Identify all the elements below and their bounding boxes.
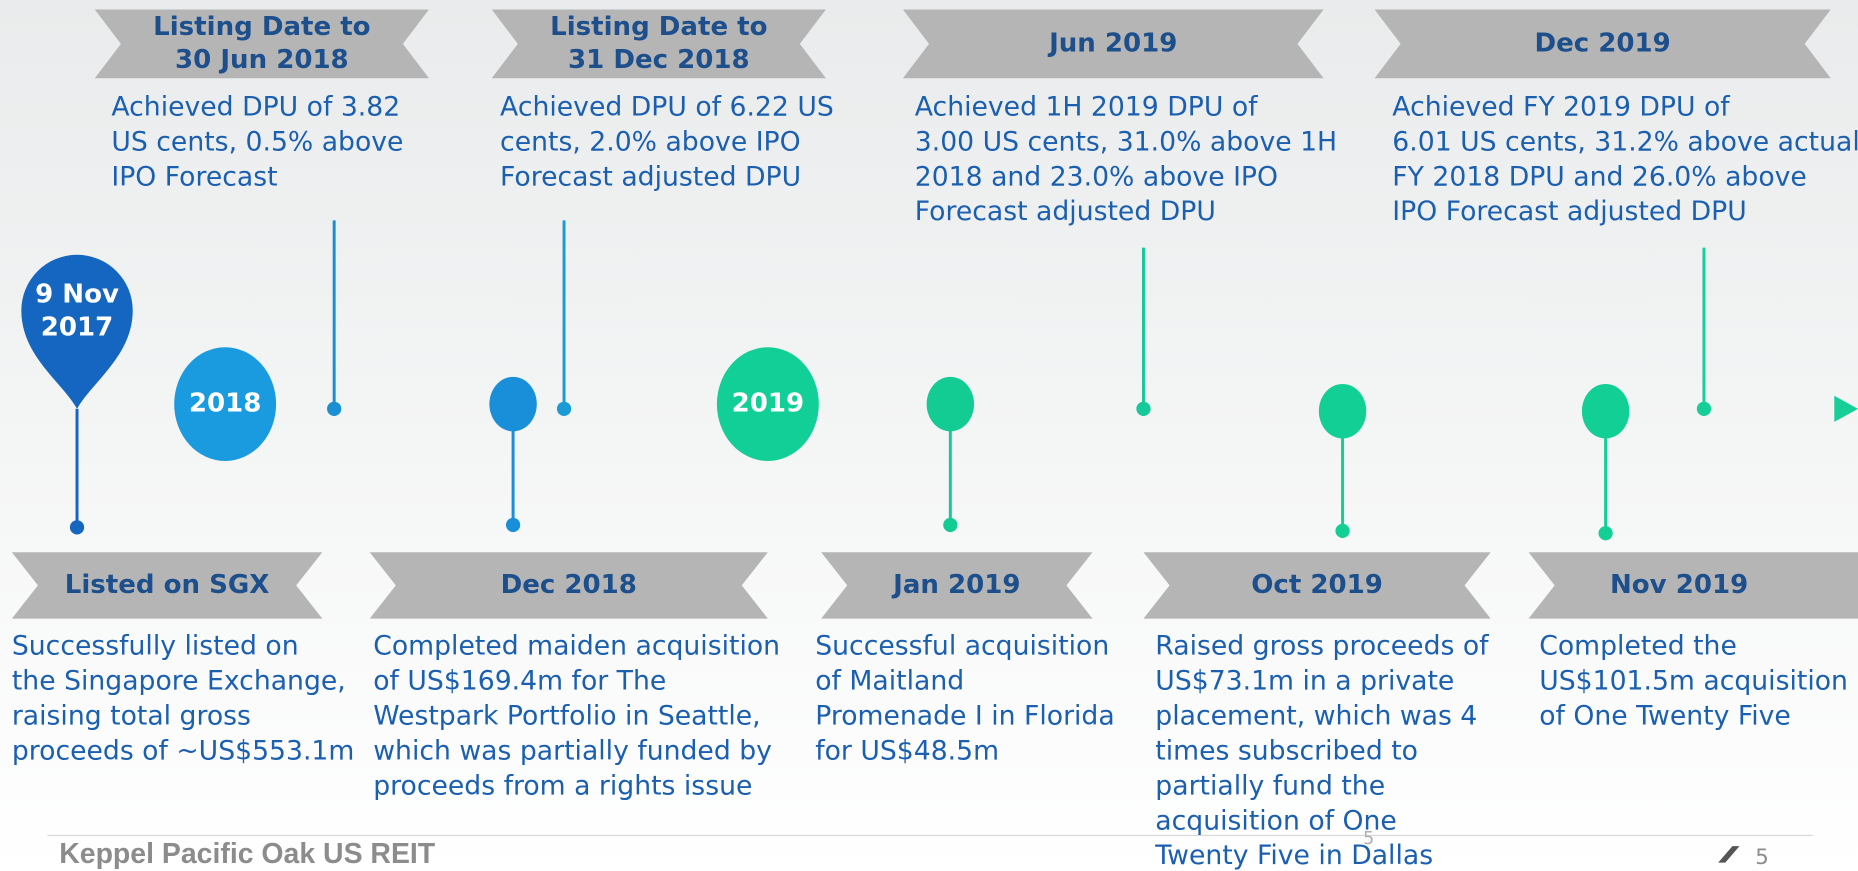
event-text: Successfully listed on [12, 631, 299, 662]
event-text: Promenade I in Florida [815, 700, 1114, 731]
event-text: US$73.1m in a private [1155, 665, 1454, 696]
event-heading: Listing Date to [550, 12, 767, 42]
event-text: IPO Forecast adjusted DPU [1392, 196, 1746, 227]
event-text: acquisition of One [1155, 805, 1396, 836]
start-label: 2017 [41, 313, 114, 343]
event-node [1582, 384, 1629, 439]
event-text: placement, which was 4 [1155, 700, 1477, 731]
year-label: 2018 [189, 389, 261, 419]
year-label: 2019 [732, 389, 805, 419]
brand: Keppel Pacific Oak US REIT [59, 838, 436, 870]
event-heading: Jan 2019 [891, 570, 1020, 600]
event-text: FY 2018 DPU and 26.0% above [1392, 161, 1807, 192]
event-text: Twenty Five in Dallas [1154, 840, 1433, 871]
event-text: for US$48.5m [815, 735, 999, 766]
event-text: the Singapore Exchange, [12, 665, 346, 696]
event-text: of US$169.4m for The [373, 665, 666, 696]
event-heading: Dec 2019 [1534, 28, 1670, 58]
event-text: Achieved DPU of 3.82 [111, 91, 400, 122]
event-heading: 31 Dec 2018 [568, 45, 750, 75]
pin-dot [506, 518, 520, 532]
event-text: raising total gross [12, 700, 251, 731]
event-text: Forecast adjusted DPU [500, 161, 801, 192]
event-node [927, 377, 974, 432]
pin-dot [557, 402, 571, 416]
pin-dot [1598, 526, 1612, 540]
event-text: Forecast adjusted DPU [915, 196, 1216, 227]
event-text: cents, 2.0% above IPO [500, 126, 801, 157]
event-text: 3.00 US cents, 31.0% above 1H [915, 126, 1337, 157]
pin-dot [1697, 402, 1711, 416]
start-label: 9 Nov [35, 280, 119, 310]
pin-dot [70, 520, 84, 534]
event-text: Westpark Portfolio in Seattle, [373, 700, 760, 731]
event-text: US cents, 0.5% above [111, 126, 403, 157]
pin-dot [327, 402, 341, 416]
pin-dot [1335, 524, 1349, 538]
event-heading: Dec 2018 [501, 570, 637, 600]
event-text: Successful acquisition [815, 631, 1109, 662]
event-text: of Maitland [815, 665, 964, 696]
pin-dot [943, 518, 957, 532]
event-heading: Jun 2019 [1047, 28, 1177, 58]
page-number: 5 [1755, 845, 1769, 870]
pin-dot [1136, 402, 1150, 416]
event-heading: Listed on SGX [65, 570, 270, 600]
event-heading: Listing Date to [153, 12, 370, 42]
event-heading: 30 Jun 2018 [175, 45, 349, 75]
event-node [1319, 384, 1366, 439]
event-heading: Oct 2019 [1251, 570, 1383, 600]
page: {"start": {"label": ["9 Nov", "2017"]}, … [0, 0, 1858, 871]
event-text: Achieved 1H 2019 DPU of [915, 91, 1258, 122]
event-text: proceeds of ~US$553.1m [12, 735, 355, 766]
event-text: Achieved FY 2019 DPU of [1392, 91, 1730, 122]
event-text: 2018 and 23.0% above IPO [915, 161, 1278, 192]
event-heading: Nov 2019 [1610, 570, 1748, 600]
event-text: partially fund the [1155, 770, 1385, 801]
event-text: Achieved DPU of 6.22 US [500, 91, 834, 122]
event-text: US$101.5m acquisition [1539, 665, 1848, 696]
event-text: of One Twenty Five [1539, 700, 1791, 731]
event-text: times subscribed to [1155, 735, 1418, 766]
event-text: IPO Forecast [111, 161, 277, 192]
event-text: proceeds from a rights issue [373, 770, 752, 801]
event-text: Completed the [1539, 631, 1737, 662]
slide: Keppel Pacific Oak US REIT 5 5 9 Nov2017… [0, 0, 1858, 871]
event-node [489, 377, 536, 432]
event-text: Raised gross proceeds of [1155, 631, 1489, 662]
event-text: 6.01 US cents, 31.2% above actual [1392, 126, 1858, 157]
event-text: Completed maiden acquisition [373, 631, 780, 662]
event-text: which was partially funded by [373, 735, 772, 766]
